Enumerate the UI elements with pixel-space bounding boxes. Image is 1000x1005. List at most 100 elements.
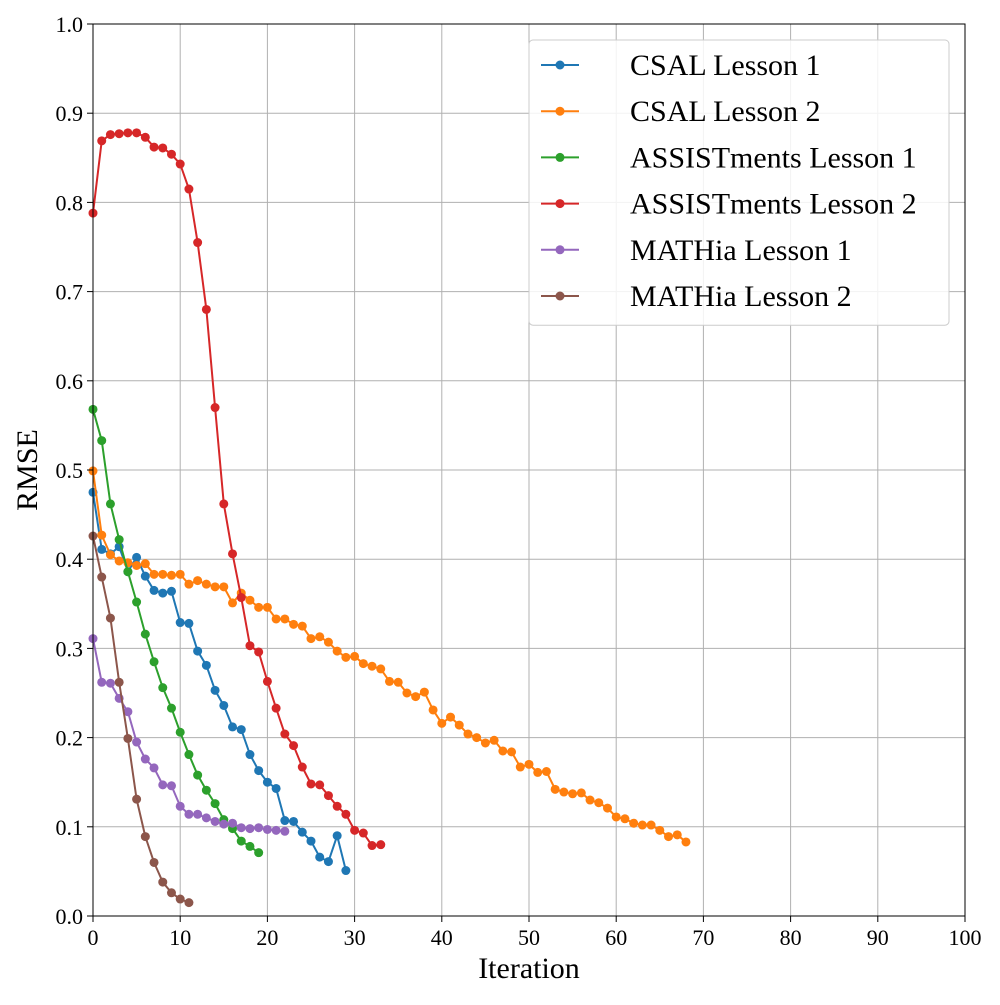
data-point [236, 725, 246, 735]
data-point [132, 128, 142, 138]
data-point [332, 646, 342, 656]
data-point [323, 637, 333, 647]
y-tick-label: 0.2 [56, 726, 84, 751]
data-point [140, 132, 150, 142]
data-point [228, 598, 238, 608]
x-tick-label: 90 [867, 925, 889, 950]
data-point [132, 552, 142, 562]
data-point [358, 828, 368, 838]
data-point [271, 825, 281, 835]
data-point [254, 602, 264, 612]
data-point [132, 560, 142, 570]
y-tick-label: 0.5 [56, 458, 84, 483]
data-point [332, 801, 342, 811]
data-point [201, 813, 211, 823]
data-point [254, 647, 264, 657]
legend-marker [555, 106, 565, 116]
legend-label: ASSISTments Lesson 1 [630, 141, 917, 174]
data-point [201, 785, 211, 795]
data-point [297, 762, 307, 772]
data-point [533, 767, 543, 777]
data-point [297, 827, 307, 837]
data-point [664, 832, 674, 842]
data-point [140, 754, 150, 764]
data-point [454, 720, 464, 730]
data-point [236, 836, 246, 846]
data-point [219, 819, 229, 829]
data-point [323, 791, 333, 801]
data-point [594, 798, 604, 808]
data-point [472, 733, 482, 743]
data-point [114, 129, 124, 139]
data-point [367, 841, 377, 851]
legend-box [528, 39, 950, 326]
data-point [262, 824, 272, 834]
data-point [149, 569, 159, 579]
data-point [376, 840, 386, 850]
legend-marker [555, 199, 565, 209]
data-point [245, 824, 255, 834]
data-point [132, 597, 142, 607]
data-point [123, 567, 133, 577]
data-point [550, 784, 560, 794]
legend-item: MATHia Lesson 1 [541, 234, 852, 267]
data-point [166, 888, 176, 898]
x-tick-label: 10 [169, 925, 191, 950]
data-point [393, 677, 403, 687]
legend-label: MATHia Lesson 2 [630, 280, 852, 313]
data-point [184, 898, 194, 908]
data-point [175, 569, 185, 579]
data-point [463, 729, 473, 739]
data-point [175, 727, 185, 737]
y-tick-label: 0.4 [56, 547, 84, 572]
data-point [193, 770, 203, 780]
data-point [376, 664, 386, 674]
legend-item: ASSISTments Lesson 2 [541, 188, 917, 221]
data-point [245, 841, 255, 851]
data-point [280, 826, 290, 836]
data-point [254, 766, 264, 776]
data-point [105, 678, 115, 688]
data-point [254, 848, 264, 858]
data-point [175, 894, 185, 904]
data-point [210, 799, 220, 809]
data-point [149, 585, 159, 595]
data-point [306, 634, 316, 644]
data-point [315, 780, 325, 790]
data-point [123, 128, 133, 138]
x-tick-label: 20 [256, 925, 278, 950]
data-point [193, 576, 203, 586]
data-point [114, 535, 124, 545]
x-tick-label: 80 [780, 925, 802, 950]
data-point [114, 556, 124, 566]
data-point [149, 142, 159, 152]
data-point [289, 816, 299, 826]
data-point [166, 781, 176, 791]
data-point [681, 837, 691, 847]
data-point [315, 632, 325, 642]
data-point [358, 659, 368, 669]
data-point [149, 763, 159, 773]
legend-marker [555, 245, 565, 255]
data-point [158, 588, 168, 598]
data-point [175, 159, 185, 169]
legend-item: CSAL Lesson 1 [541, 49, 821, 82]
data-point [289, 619, 299, 629]
data-point [245, 750, 255, 760]
x-tick-label: 70 [692, 925, 714, 950]
data-point [332, 831, 342, 841]
data-point [158, 569, 168, 579]
legend-marker [555, 291, 565, 301]
data-point [219, 700, 229, 710]
series-3 [88, 128, 386, 851]
data-point [166, 586, 176, 596]
data-point [97, 530, 107, 540]
data-point [236, 823, 246, 833]
data-point [97, 136, 107, 146]
data-point [140, 559, 150, 569]
series-line [92, 131, 381, 847]
series-5 [88, 531, 194, 908]
y-tick-label: 0.3 [56, 636, 84, 661]
data-point [315, 852, 325, 862]
data-point [568, 789, 578, 799]
